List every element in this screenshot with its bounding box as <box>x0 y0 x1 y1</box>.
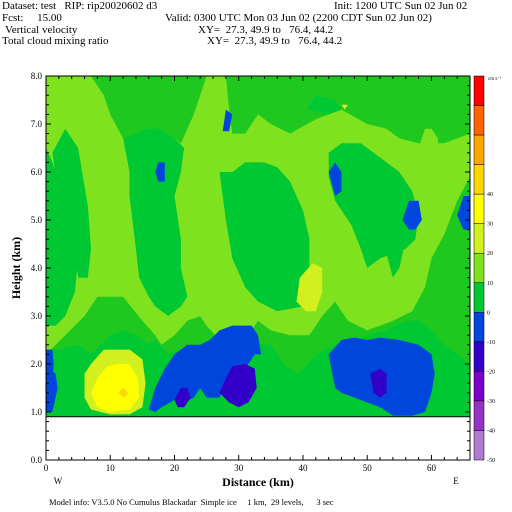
y-tick-label-4: 4.0 <box>31 263 43 273</box>
colorbar-label-2: 20 <box>487 251 493 257</box>
y-tick-label-7: 7.0 <box>31 119 43 129</box>
colorbar-label-7: -30 <box>487 399 495 405</box>
header-fcst: Fcst: 15.00 <box>2 12 62 24</box>
colorbar-swatch-2 <box>473 134 485 165</box>
contour-region-6 <box>386 210 406 278</box>
x-tick-label-2: 20 <box>170 463 180 473</box>
header-init: Init: 1200 UTC Sun 02 Jun 02 <box>334 0 468 12</box>
contour-region-23 <box>155 162 165 182</box>
x-tick-label-4: 40 <box>298 463 308 473</box>
colorbar-unit: cm s⁻¹ <box>488 76 502 82</box>
colorbar: 40 30 20 10 0 -10 -20 -30 -40 -50 <box>473 75 495 464</box>
y-tick-label-6: 6.0 <box>31 167 43 177</box>
field1-name: Vertical velocity <box>5 24 78 36</box>
y-tick-label-3: 3.0 <box>31 311 43 321</box>
y-tick-label-5: 5.0 <box>31 215 43 225</box>
contour-region-19 <box>174 388 191 408</box>
y-tick-label-0: 0.0 <box>31 455 43 465</box>
colorbar-swatch-6 <box>473 252 485 284</box>
colorbar-label-4: 0 <box>487 310 490 316</box>
field2-name: Total cloud mixing ratio <box>2 35 109 47</box>
colorbar-swatch-5 <box>473 223 485 254</box>
colorbar-label-0: 40 <box>487 192 493 198</box>
terrain-mask <box>46 416 470 460</box>
footer-model-info: Model info: V3.5.0 No Cumulus Blackadar … <box>49 497 334 507</box>
colorbar-label-5: -10 <box>487 340 495 346</box>
contour-region-13 <box>118 388 129 398</box>
colorbar-label-6: -20 <box>487 369 495 375</box>
contour-region-20 <box>370 368 387 398</box>
x-endpoint-east: E <box>453 476 459 486</box>
colorbar-swatch-8 <box>473 312 485 343</box>
colorbar-swatch-11 <box>473 400 485 431</box>
colorbar-label-8: -40 <box>487 428 495 434</box>
y-axis-label: Height (km) <box>9 237 23 299</box>
contour-region-21 <box>402 200 422 230</box>
contour-region-12 <box>91 364 140 412</box>
colorbar-label-3: 10 <box>487 281 493 287</box>
contour-region-1 <box>46 148 79 326</box>
x-endpoint-west: W <box>54 476 63 486</box>
axes: 0.0 1.0 2.0 3.0 4.0 5.0 6.0 7.0 8.0 0 10 20 30 40 50 60 <box>31 71 470 473</box>
contour-region-25 <box>222 109 233 132</box>
x-tick-label-0: 0 <box>44 463 49 473</box>
contour-region-2 <box>52 128 91 278</box>
colorbar-label-1: 30 <box>487 222 493 228</box>
contour-region-17 <box>46 349 54 388</box>
contour-region-22 <box>328 162 342 196</box>
header-dataset: Dataset: test RIP: rip20020602 d3 <box>2 0 158 12</box>
y-tick-label-8: 8.0 <box>31 71 43 81</box>
contour-region-18 <box>219 364 257 408</box>
contour-region-3 <box>123 128 188 316</box>
colorbar-swatch-0 <box>473 75 485 106</box>
x-tick-label-1: 10 <box>106 463 116 473</box>
x-tick-label-6: 60 <box>427 463 437 473</box>
y-tick-label-1: 1.0 <box>31 407 43 417</box>
colorbar-swatch-12 <box>473 430 485 461</box>
field2-xy: XY= 27.3, 49.9 to 76.4, 44.2 <box>207 35 343 47</box>
contour-region-8 <box>296 263 323 312</box>
header-valid: Valid: 0300 UTC Mon 03 Jun 02 (2200 CDT … <box>165 12 432 24</box>
x-tick-label-5: 50 <box>363 463 373 473</box>
colorbar-swatch-3 <box>473 164 485 195</box>
colorbar-swatch-10 <box>473 371 485 402</box>
contour-region-15 <box>148 325 262 412</box>
contour-region-4 <box>219 162 310 312</box>
colorbar-swatch-4 <box>473 193 485 224</box>
contour-region-9 <box>341 104 348 110</box>
contour-region-24 <box>457 196 470 230</box>
colorbar-swatch-1 <box>473 105 485 136</box>
colorbar-label-9: -50 <box>487 458 495 464</box>
y-tick-label-2: 2.0 <box>31 359 43 369</box>
x-axis-label: Distance (km) <box>222 475 294 489</box>
contour-field <box>46 76 470 460</box>
x-tick-label-3: 30 <box>234 463 244 473</box>
contour-region-26 <box>418 128 438 163</box>
field1-xy: XY= 27.3, 49.9 to 76.4, 44.2 <box>198 24 334 36</box>
colorbar-swatch-9 <box>473 341 485 372</box>
colorbar-swatch-7 <box>473 282 485 313</box>
contour-region-7 <box>306 95 342 115</box>
